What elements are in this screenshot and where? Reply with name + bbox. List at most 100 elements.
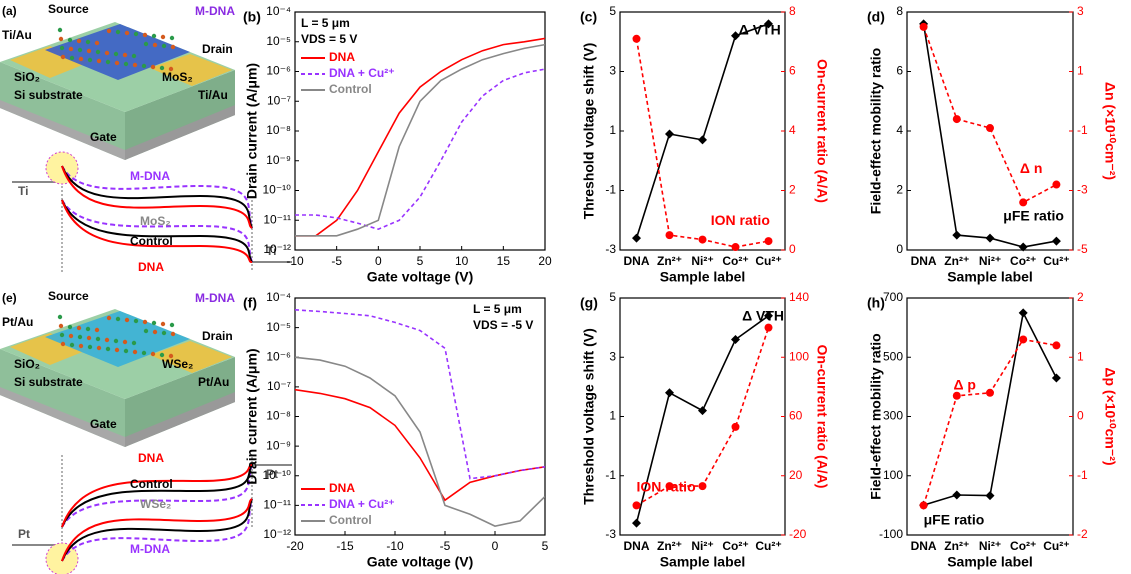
x-axis-label: Sample label [947, 554, 1033, 570]
schematic-label: Source [48, 289, 89, 303]
x-tick-label: -5 [440, 539, 451, 553]
dna-bead [115, 316, 121, 322]
band-curve [61, 165, 253, 229]
dna-bead [142, 32, 148, 38]
panel-label: (b) [243, 9, 261, 25]
y2-axis-label: Δp (×10¹⁰cm⁻²) [1102, 367, 1118, 465]
schematic-label: DNA [138, 451, 164, 465]
series-line [295, 43, 545, 237]
dna-bead [86, 335, 92, 341]
y2-tick-label: 6 [789, 64, 796, 78]
dna-bead [68, 46, 74, 52]
y-tick-label: 10⁻⁶ [266, 64, 291, 78]
dna-bead [86, 48, 92, 54]
dna-bead [69, 342, 75, 348]
x-tick-label: -15 [336, 539, 354, 553]
schematic-label: Pt [266, 467, 278, 481]
x-tick-label: DNA [911, 539, 937, 553]
series-line [295, 356, 545, 527]
x-tick-label: Ni²⁺ [691, 539, 713, 553]
device-schematic: (e) Source M-DNA Pt/Au Drain SiO₂ Si substrate… [0, 289, 292, 574]
point [919, 22, 928, 31]
dna-bead [67, 37, 73, 43]
series-line [635, 23, 769, 239]
dna-bead [78, 56, 84, 62]
dna-bead [96, 345, 102, 351]
schematic-label: Gate [90, 130, 117, 144]
annotation: VDS = -5 V [473, 318, 533, 332]
band-curve [61, 165, 253, 229]
dna-bead [124, 317, 130, 323]
dna-bead [141, 350, 147, 356]
dna-bead [94, 327, 100, 333]
legend-label: DNA [329, 50, 355, 64]
dna-bead [132, 349, 138, 355]
y-tick-label: 10⁻⁸ [266, 409, 291, 423]
schematic-label: M-DNA [195, 4, 235, 18]
panel-label: (d) [867, 9, 885, 25]
point [731, 243, 740, 252]
schematic-label: Ti/Au [2, 28, 32, 42]
x-tick-label: Co²⁺ [722, 254, 748, 268]
schematic-label: M-DNA [130, 542, 170, 556]
y2-tick-label: 8 [789, 4, 796, 18]
band-diagram [12, 455, 292, 574]
x-tick-label: Co²⁺ [1010, 539, 1036, 553]
gate-strip [125, 105, 235, 160]
dna-bead [95, 336, 101, 342]
y-tick-label: 10⁻⁴ [266, 290, 291, 304]
dna-bead [106, 28, 112, 34]
band-curve [61, 498, 253, 562]
x-tick-label: Zn²⁺ [657, 254, 682, 268]
point [698, 482, 707, 491]
y-tick-label: 300 [883, 409, 903, 423]
y-tick-label: 1 [609, 123, 616, 137]
dna-bead [78, 343, 84, 349]
dna-bead [142, 319, 148, 325]
annotation: L = 5 μm [473, 302, 522, 316]
dna-bead [59, 332, 65, 338]
schematic-label: Si substrate [14, 88, 83, 102]
point [632, 501, 641, 510]
x-tick-label: 0 [375, 254, 382, 268]
point [731, 422, 740, 431]
legend-label: DNA [329, 481, 355, 495]
dna-bead [170, 331, 176, 337]
dna-bead [85, 39, 91, 45]
series-label: μFE ratio [1003, 207, 1064, 223]
plot-frame [294, 11, 546, 251]
point [698, 406, 707, 416]
legend-label: Control [329, 513, 372, 527]
y2-axis-label: Δn (×10¹⁰cm⁻²) [1102, 82, 1118, 180]
y-tick-label: 3 [609, 349, 616, 363]
y2-axis-label: On-current ratio (A/A) [814, 59, 830, 203]
schematic-label: (a) [2, 4, 17, 18]
band-diagram [12, 151, 292, 272]
dna-bead [58, 36, 64, 42]
dna-bead [151, 33, 157, 39]
dna-bead [170, 44, 176, 50]
device-side [0, 349, 125, 447]
schematic-label: Ti/Au [198, 88, 228, 102]
dna-bead [77, 47, 83, 53]
y2-tick-label: -2 [1077, 527, 1088, 541]
y-tick-label: -1 [605, 468, 616, 482]
dna-bead [114, 347, 120, 353]
dna-bead [87, 57, 93, 63]
x-tick-label: Cu²⁺ [1043, 254, 1069, 268]
x-tick-label: 20 [538, 254, 552, 268]
annotation: L = 5 μm [301, 16, 350, 30]
x-tick-label: Zn²⁺ [944, 539, 969, 553]
dna-bead [77, 334, 83, 340]
point [632, 34, 641, 43]
dna-bead [133, 318, 139, 324]
schematic-label: Drain [202, 42, 233, 56]
dna-bead [160, 321, 166, 327]
x-tick-label: -10 [286, 254, 304, 268]
band-curve [61, 199, 253, 263]
dna-bead [57, 314, 63, 320]
y-tick-label: -3 [605, 527, 616, 541]
schematic-label: Ti [18, 184, 28, 198]
y-tick-label: 5 [609, 290, 616, 304]
y2-tick-label: 1 [1077, 349, 1084, 363]
